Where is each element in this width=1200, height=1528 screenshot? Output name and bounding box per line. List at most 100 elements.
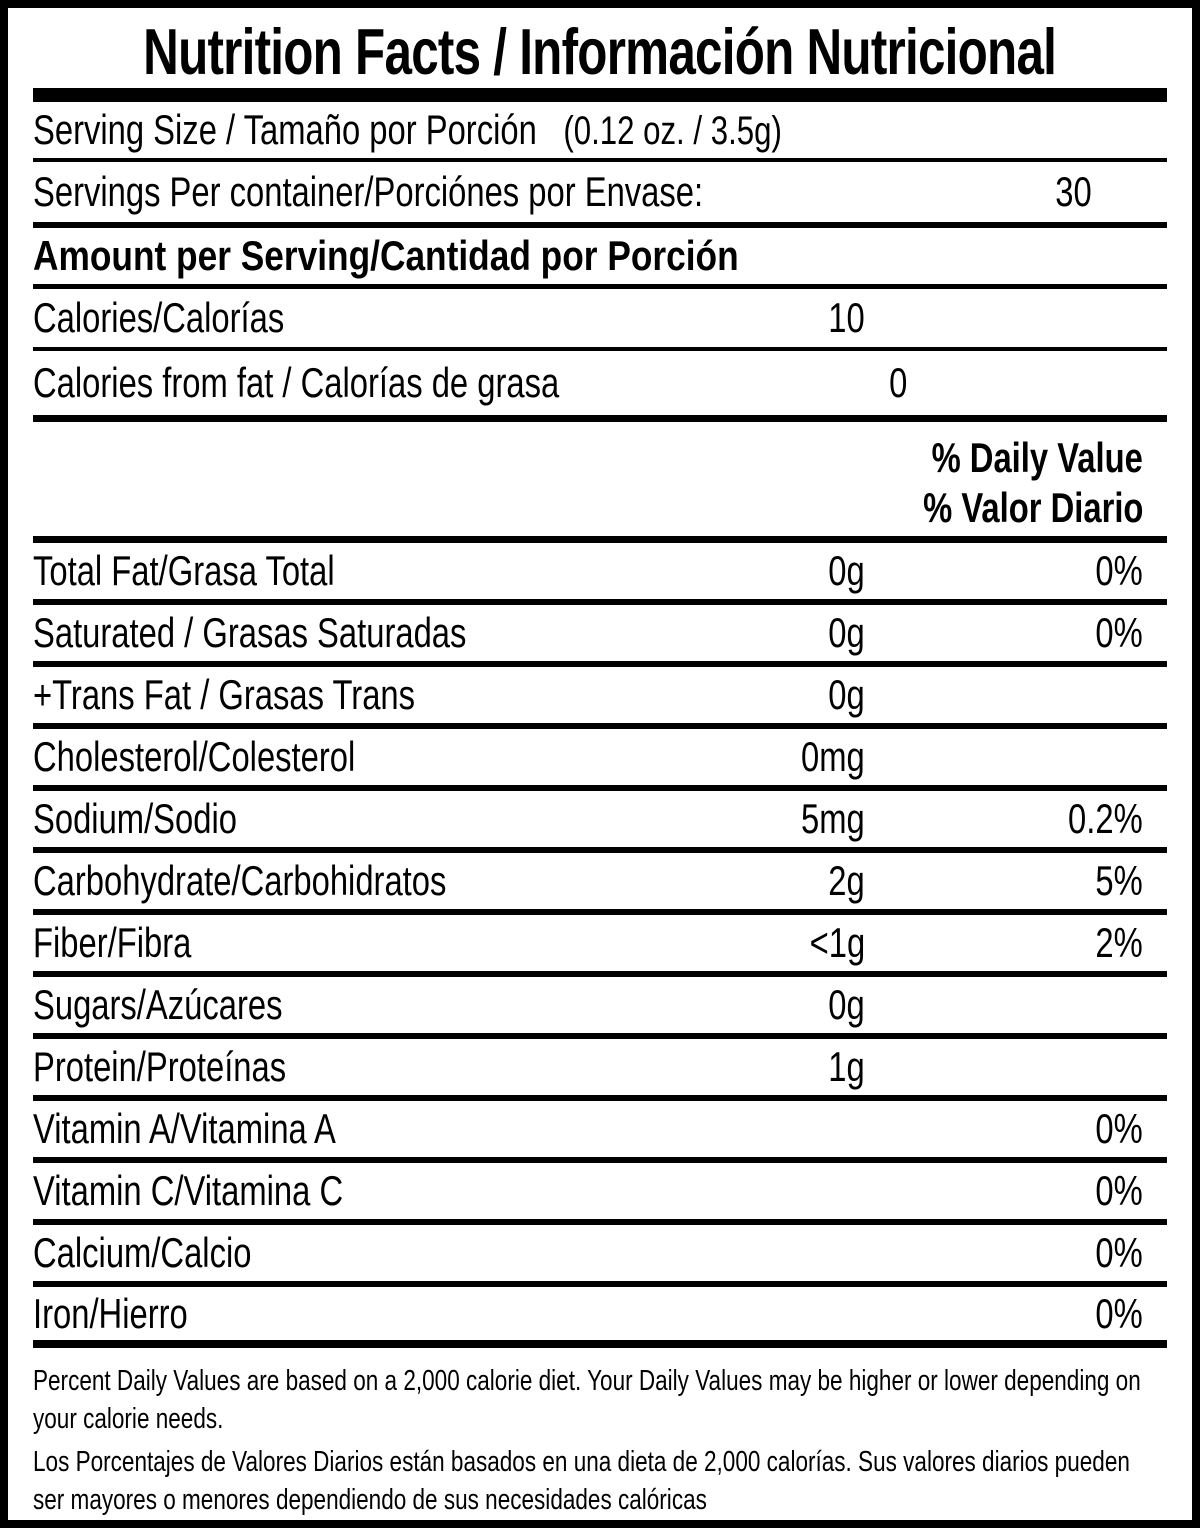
nutrient-daily-value: 0% [1095, 1167, 1143, 1214]
label-title-row: Nutrition Facts / Información Nutriciona… [33, 8, 1167, 88]
nutrient-daily-value-cell: 0% [889, 1229, 1167, 1277]
nutrient-name: Protein/Proteínas [33, 1043, 287, 1090]
nutrient-name: Saturated / Grasas Saturadas [33, 609, 467, 656]
nutrient-daily-value: 0.2% [1068, 795, 1143, 842]
nutrient-amount-cell: <1g [665, 919, 889, 967]
nutrient-amount-cell: 1g [665, 1043, 889, 1091]
nutrient-amount: 1g [828, 1043, 865, 1090]
nutrient-name: Calcium/Calcio [33, 1229, 252, 1276]
nutrient-name: Fiber/Fibra [33, 919, 192, 966]
nutrient-name-cell: Fiber/Fibra [33, 919, 665, 967]
nutrient-daily-value-cell [889, 981, 1167, 1029]
daily-value-header-es: % Valor Diario [922, 484, 1143, 531]
footnote-en: Percent Daily Values are based on a 2,00… [33, 1365, 1141, 1435]
servings-per-container-cell: Servings Per container/Porciónes por Env… [33, 168, 892, 216]
daily-value-header-en: % Daily Value [931, 434, 1143, 481]
serving-size-row: Serving Size / Tamaño por Porción (0.12 o… [33, 102, 1167, 162]
nutrient-amount: 0g [828, 671, 865, 718]
nutrient-row: Saturated / Grasas Saturadas 0g 0% [33, 605, 1167, 667]
nutrient-name-cell: Calcium/Calcio [33, 1229, 665, 1277]
footnote-es: Los Porcentajes de Valores Diarios están… [33, 1446, 1130, 1516]
nutrient-amount: 0mg [801, 733, 865, 780]
nutrient-row: Protein/Proteínas 1g [33, 1039, 1167, 1101]
nutrient-daily-value-cell: 0% [889, 1105, 1167, 1153]
nutrient-daily-value-cell: 0% [889, 609, 1167, 657]
calories-cell: Calories/Calorías [33, 294, 665, 342]
nutrient-row: Total Fat/Grasa Total 0g 0% [33, 543, 1167, 605]
calories-from-fat-value: 0 [889, 359, 908, 406]
nutrient-amount-cell [665, 1167, 889, 1215]
nutrient-name: Cholesterol/Colesterol [33, 733, 356, 780]
nutrient-daily-value: 0% [1095, 547, 1143, 594]
nutrient-row: Sodium/Sodio 5mg 0.2% [33, 791, 1167, 853]
nutrient-name-cell: Sodium/Sodio [33, 795, 665, 843]
calories-from-fat-cell: Calories from fat / Calorías de grasa [33, 359, 708, 407]
title-separator-bar [33, 88, 1167, 102]
nutrient-name-cell: Sugars/Azúcares [33, 981, 665, 1029]
nutrient-amount-cell: 0g [665, 609, 889, 657]
nutrient-name-cell: Cholesterol/Colesterol [33, 733, 665, 781]
nutrient-amount-cell [665, 1105, 889, 1153]
nutrient-amount-cell [665, 1229, 889, 1277]
amount-per-serving-row: Amount per Serving/Cantidad por Porción [33, 228, 1167, 289]
nutrient-row: Calcium/Calcio 0% [33, 1225, 1167, 1287]
serving-size-value: (0.12 oz. / 3.5g) [563, 109, 782, 153]
calories-from-fat-row: Calories from fat / Calorías de grasa 0 [33, 351, 1167, 422]
nutrient-name: Vitamin C/Vitamina C [33, 1167, 344, 1214]
nutrient-amount: 0g [828, 609, 865, 656]
nutrient-name-cell: Vitamin C/Vitamina C [33, 1167, 665, 1215]
nutrient-daily-value-cell: 0.2% [889, 795, 1167, 843]
nutrient-row: Cholesterol/Colesterol 0mg [33, 729, 1167, 791]
calories-label: Calories/Calorías [33, 294, 285, 341]
nutrient-name: Iron/Hierro [33, 1289, 188, 1337]
nutrient-amount: 5mg [801, 795, 865, 842]
servings-per-container-value: 30 [1055, 168, 1093, 215]
nutrient-row: Fiber/Fibra <1g 2% [33, 915, 1167, 977]
nutrient-name: Total Fat/Grasa Total [33, 547, 335, 594]
nutrient-daily-value: 0% [1095, 609, 1143, 656]
amount-per-serving-heading: Amount per Serving/Cantidad por Porción [33, 232, 739, 279]
nutrient-row: Iron/Hierro 0% [33, 1287, 1167, 1348]
nutrient-table: Total Fat/Grasa Total 0g 0% Saturated / … [33, 543, 1167, 1348]
nutrient-name: Sugars/Azúcares [33, 981, 283, 1028]
nutrient-amount: 0g [828, 547, 865, 594]
nutrient-name: +Trans Fat / Grasas Trans [33, 671, 416, 718]
nutrient-daily-value-cell: 0% [889, 1167, 1167, 1215]
nutrient-amount: 0g [828, 981, 865, 1028]
servings-per-container-row: Servings Per container/Porciónes por Env… [33, 162, 1167, 228]
nutrient-daily-value-cell: 0% [889, 547, 1167, 595]
nutrient-daily-value: 0% [1095, 1229, 1143, 1276]
nutrient-name-cell: Protein/Proteínas [33, 1043, 665, 1091]
serving-size-cell: Serving Size / Tamaño por Porción (0.12 o… [33, 106, 1167, 154]
nutrient-daily-value-cell: 5% [889, 857, 1167, 905]
nutrient-amount-cell: 0g [665, 981, 889, 1029]
nutrient-daily-value: 2% [1095, 919, 1143, 966]
nutrient-amount-cell: 5mg [665, 795, 889, 843]
nutrient-daily-value-cell: 2% [889, 919, 1167, 967]
nutrient-row: Vitamin A/Vitamina A 0% [33, 1101, 1167, 1163]
calories-value: 10 [828, 294, 865, 341]
nutrient-amount-cell: 0g [665, 547, 889, 595]
nutrient-name-cell: Iron/Hierro [33, 1290, 665, 1338]
nutrient-name-cell: Saturated / Grasas Saturadas [33, 609, 665, 657]
nutrient-row: Sugars/Azúcares 0g [33, 977, 1167, 1039]
nutrient-name: Vitamin A/Vitamina A [33, 1105, 336, 1152]
nutrient-daily-value-cell [889, 1043, 1167, 1091]
amount-per-serving-cell: Amount per Serving/Cantidad por Porción [33, 232, 1167, 280]
nutrient-daily-value-cell [889, 671, 1167, 719]
serving-size-label: Serving Size / Tamaño por Porción [33, 106, 537, 153]
nutrient-daily-value: 5% [1095, 857, 1143, 904]
nutrient-row: +Trans Fat / Grasas Trans 0g [33, 667, 1167, 729]
nutrient-daily-value: 0% [1095, 1105, 1143, 1152]
footnotes: Percent Daily Values are based on a 2,00… [33, 1348, 1167, 1520]
nutrient-name-cell: Total Fat/Grasa Total [33, 547, 665, 595]
daily-value-header: % Daily Value % Valor Diario [33, 422, 1167, 543]
nutrient-name-cell: Carbohydrate/Carbohidratos [33, 857, 665, 905]
nutrient-name: Sodium/Sodio [33, 795, 237, 842]
nutrient-amount-cell: 0mg [665, 733, 889, 781]
servings-per-container-label: Servings Per container/Porciónes por Env… [33, 168, 704, 215]
calories-from-fat-label: Calories from fat / Calorías de grasa [33, 359, 560, 406]
nutrient-amount-cell [665, 1290, 889, 1338]
nutrient-daily-value-cell [889, 733, 1167, 781]
